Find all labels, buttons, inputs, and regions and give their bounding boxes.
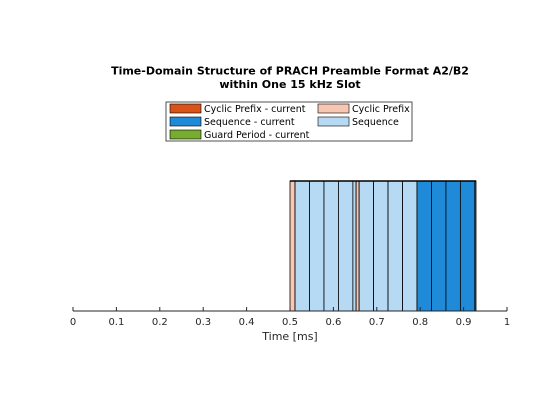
segment-4 xyxy=(323,180,339,312)
x-tick-label: 0 xyxy=(70,317,76,328)
segment-15 xyxy=(459,180,476,312)
chart-title-line-2: within One 15 kHz Slot xyxy=(219,78,360,91)
segment-13 xyxy=(431,180,447,312)
segment-3 xyxy=(309,180,325,312)
legend-entries: Cyclic Prefix - current Cyclic Prefix Sequ… xyxy=(169,103,410,141)
segment-14 xyxy=(445,180,461,312)
x-tick-label: 0.4 xyxy=(239,317,255,328)
legend-label-3: Sequence - current xyxy=(204,117,295,128)
segment-group xyxy=(289,180,477,312)
segment-9 xyxy=(373,180,389,312)
segment-11 xyxy=(402,180,418,312)
x-tick-group: 0 0.1 0.2 0.3 0.4 0.5 0.6 0.7 0.8 0.9 1 xyxy=(70,307,510,328)
legend-label-1: Cyclic Prefix - current xyxy=(204,104,306,115)
segment-2 xyxy=(294,180,310,312)
legend-swatch-4 xyxy=(317,116,350,127)
x-tick-label: 0.1 xyxy=(108,317,124,328)
segment-16 xyxy=(474,180,477,312)
segment-6 xyxy=(352,180,357,312)
segment-1 xyxy=(289,180,296,312)
legend-label-2: Cyclic Prefix xyxy=(352,104,410,115)
x-tick-label: 0.6 xyxy=(325,317,341,328)
segment-7 xyxy=(355,180,360,312)
legend: Cyclic Prefix - current Cyclic Prefix Sequ… xyxy=(165,101,413,142)
segment-12 xyxy=(416,180,432,312)
legend-box xyxy=(165,101,413,142)
legend-swatch-1 xyxy=(169,103,202,114)
x-axis-label: Time [ms] xyxy=(261,330,317,343)
x-tick-label: 0.7 xyxy=(369,317,385,328)
x-tick-label: 0.9 xyxy=(456,317,472,328)
x-tick-label: 1 xyxy=(504,317,510,328)
x-tick-label: 0.8 xyxy=(412,317,428,328)
legend-label-5: Guard Period - current xyxy=(204,130,310,141)
x-tick-label: 0.3 xyxy=(195,317,211,328)
segment-8 xyxy=(358,180,374,312)
legend-label-4: Sequence xyxy=(352,117,399,128)
x-tick-label: 0.5 xyxy=(282,317,298,328)
legend-swatch-3 xyxy=(169,116,202,127)
chart-title-line-1: Time-Domain Structure of PRACH Preamble … xyxy=(111,65,469,78)
segment-5 xyxy=(338,180,354,312)
legend-swatch-5 xyxy=(169,129,202,140)
segment-10 xyxy=(387,180,403,312)
legend-swatch-2 xyxy=(317,103,350,114)
x-tick-label: 0.2 xyxy=(152,317,168,328)
